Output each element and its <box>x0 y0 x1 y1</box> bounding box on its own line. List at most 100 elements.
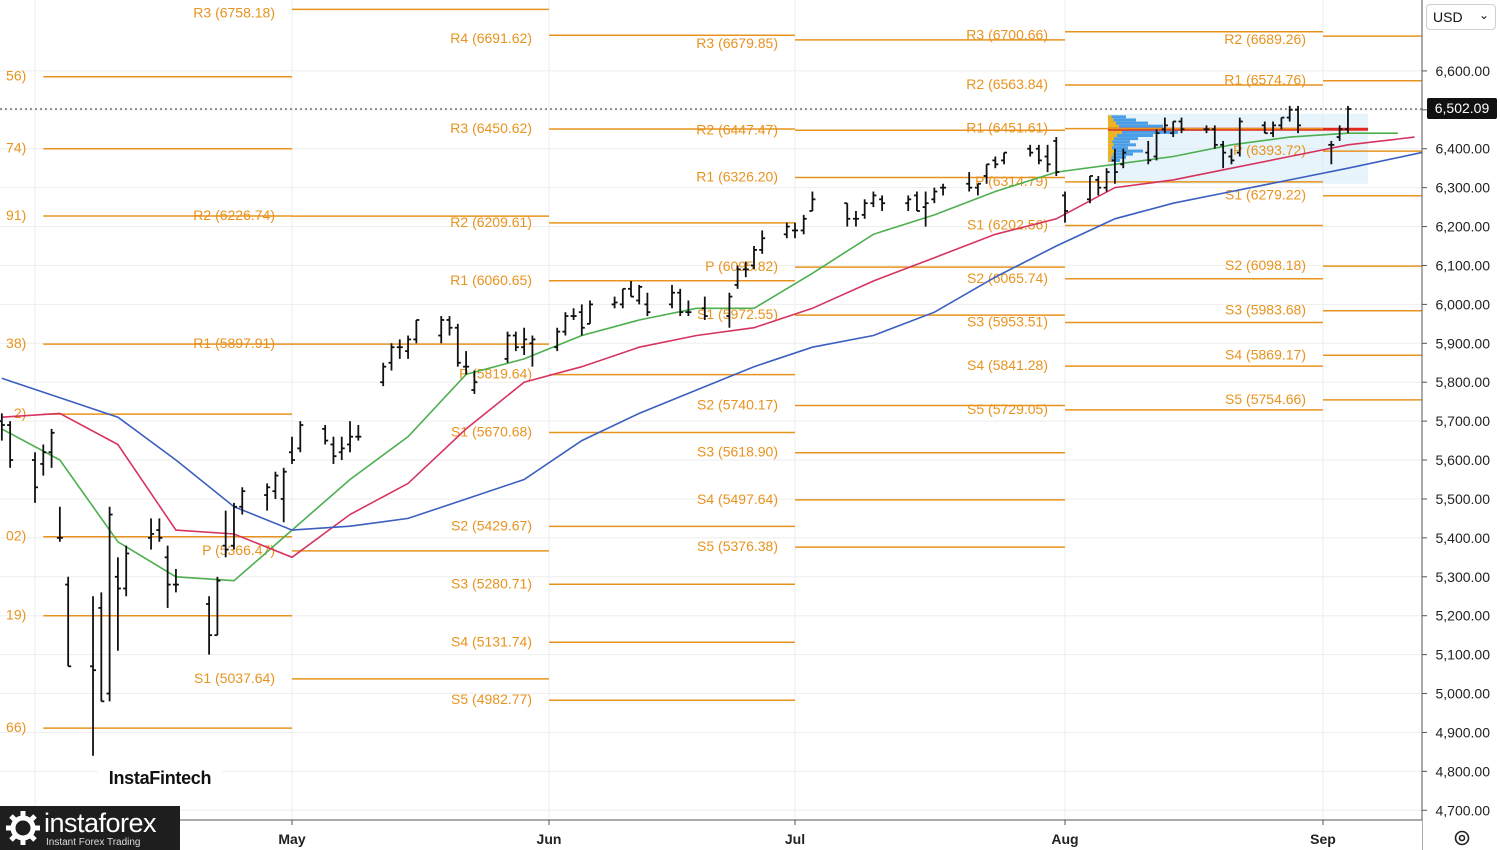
volume-profile-bar <box>1107 146 1128 150</box>
pivot-label-r3: R3 (6700.66) <box>966 27 1048 43</box>
volume-profile-bar-up <box>1107 121 1116 125</box>
ohlc-bar <box>504 331 511 363</box>
y-tick-label: 5,200.00 <box>1436 608 1491 624</box>
ohlc-bar <box>1178 117 1185 134</box>
volume-profile-bar-up <box>1107 143 1114 147</box>
pivot-label-r2: R2 (6209.61) <box>450 214 532 230</box>
ohlc-bar <box>852 210 859 227</box>
pivot-label-r1: R1 (6451.61) <box>966 120 1048 136</box>
pivot-label-p: P (5819.64) <box>459 366 532 382</box>
ohlc-bar <box>98 592 105 703</box>
ohlc-bar <box>338 436 345 461</box>
pivot-label-s1: S1 (6202.56) <box>967 217 1048 233</box>
ohlc-bar <box>611 296 618 309</box>
y-tick-label: 4,800.00 <box>1436 763 1491 779</box>
ohlc-bar <box>471 370 478 394</box>
ohlc-bar <box>438 316 445 344</box>
ohlc-bar <box>669 284 675 309</box>
ohlc-bar <box>1044 144 1051 173</box>
pivot-label-s4: 19) <box>6 607 26 623</box>
ohlc-bar <box>148 518 155 550</box>
ohlc-bar <box>446 316 453 336</box>
y-tick-label: 5,100.00 <box>1436 647 1491 663</box>
volume-profile-bar <box>1107 137 1138 141</box>
pivot-label-r2: R2 (6447.47) <box>696 121 778 137</box>
ohlc-bar <box>454 323 461 367</box>
pivot-label-r2: R2 (6689.26) <box>1224 31 1306 47</box>
ohlc-bar <box>114 557 121 651</box>
ohlc-bar <box>32 452 38 503</box>
pivot-label-s2: S2 (6065.74) <box>967 270 1048 286</box>
pivot-label-s2: S2 (5740.17) <box>697 397 778 413</box>
y-tick-label: 6,200.00 <box>1436 219 1491 235</box>
pivot-label-s3: 02) <box>6 528 26 544</box>
pivot-label-p: P (5366.47) <box>202 542 275 558</box>
ohlc-bar <box>974 182 981 196</box>
watermark: InstaFintech <box>98 760 222 798</box>
ohlc-bar <box>913 191 920 212</box>
ohlc-bar <box>861 199 868 219</box>
ohlc-bar <box>355 425 362 441</box>
volume-profile-bar <box>1107 149 1143 153</box>
ohlc-bar <box>1203 125 1210 134</box>
volume-profile-bar <box>1107 152 1133 156</box>
currency-label: USD <box>1433 9 1463 25</box>
x-tick-label: Aug <box>1051 831 1078 847</box>
pivot-label-s1: S1 (5670.68) <box>451 424 532 440</box>
volume-profile-bar <box>1107 118 1136 122</box>
volume-profile-bar <box>1107 155 1126 159</box>
gear-logo-icon <box>6 811 40 845</box>
chevron-down-icon: ⌄ <box>1478 8 1489 22</box>
ohlc-bar <box>388 343 395 371</box>
ohlc-bar <box>396 339 403 359</box>
brand-logo: instaforex Instant Forex Trading <box>0 806 180 850</box>
y-tick-label: 5,500.00 <box>1436 491 1491 507</box>
settings-icon[interactable] <box>1452 828 1472 848</box>
pivot-label-s2: 2) <box>14 405 26 421</box>
ohlc-bar <box>562 312 569 336</box>
y-tick-label: 6,100.00 <box>1436 257 1491 273</box>
ohlc-bar <box>587 300 593 325</box>
ohlc-bar <box>870 191 877 208</box>
ohlc-bar <box>554 327 561 352</box>
y-tick-label: 4,700.00 <box>1436 802 1491 818</box>
pivot-label-s2: S2 (6098.18) <box>1225 257 1306 273</box>
ohlc-bar <box>413 319 420 344</box>
ohlc-bar <box>619 287 626 309</box>
pivot-label-s1: S1 (6279.22) <box>1225 187 1306 203</box>
currency-select[interactable]: USD ⌄ <box>1426 4 1496 30</box>
ohlc-bar <box>1145 140 1152 165</box>
volume-profile-bar <box>1107 133 1153 137</box>
ohlc-bar <box>879 195 886 211</box>
y-tick-label: 5,700.00 <box>1436 413 1491 429</box>
pivot-label-r1: R1 (6574.76) <box>1224 72 1306 88</box>
ohlc-bar <box>1062 191 1068 223</box>
volume-profile-bar-up <box>1107 149 1115 153</box>
ohlc-bar <box>380 362 387 387</box>
ohlc-bar <box>222 510 229 558</box>
ohlc-bar <box>40 444 47 476</box>
ohlc-bar <box>289 436 295 464</box>
ohlc-bar <box>966 172 973 192</box>
pivot-label-r2: R2 (6226.74) <box>193 207 275 223</box>
ohlc-bar <box>940 183 947 196</box>
brand-name: instaforex <box>44 808 157 838</box>
ohlc-bar <box>347 421 354 453</box>
pivot-label-p: 91) <box>6 207 26 223</box>
ohlc-bar <box>1103 168 1110 192</box>
ohlc-bar <box>7 421 14 468</box>
pivot-label-p: P (6095.82) <box>705 258 778 274</box>
volume-profile-bar-up <box>1107 152 1113 156</box>
ohlc-bar <box>751 246 757 270</box>
moving-average-sma_fast <box>1 132 1398 582</box>
y-tick-label: 5,000.00 <box>1436 686 1491 702</box>
ohlc-bar <box>677 288 684 317</box>
ohlc-bar <box>1278 116 1285 130</box>
volume-profile-bar <box>1107 121 1148 125</box>
volume-profile-bar-up <box>1107 115 1112 119</box>
ohlc-bar <box>644 292 651 317</box>
ohlc-bar <box>1053 137 1060 176</box>
ohlc-bar <box>90 596 97 756</box>
y-tick-label: 5,400.00 <box>1436 530 1491 546</box>
